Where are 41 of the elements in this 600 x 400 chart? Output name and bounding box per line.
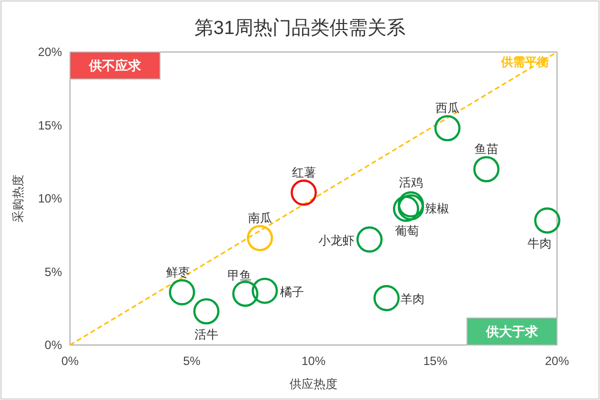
point	[193, 298, 220, 324]
series-label: 西瓜	[435, 101, 460, 116]
point	[434, 115, 461, 142]
series-label: 辣椒	[424, 201, 449, 216]
point	[473, 156, 500, 182]
point	[534, 207, 560, 234]
x-tick-label: 10%	[301, 354, 326, 368]
series-label: 橘子	[280, 284, 304, 299]
series-label: 活鸡	[398, 175, 423, 190]
series-label: 小龙虾	[318, 234, 355, 248]
x-axis-title: 供应热度	[290, 377, 338, 391]
point	[373, 285, 400, 312]
point	[232, 280, 258, 307]
y-tick-label: 10%	[38, 192, 62, 206]
series-label: 羊肉	[400, 292, 425, 306]
series-label: 鱼苗	[474, 142, 498, 156]
series-label: 红薯	[292, 166, 316, 180]
point	[168, 279, 196, 306]
x-tick-label: 0%	[61, 354, 79, 368]
y-axis-title: 采购热度	[11, 174, 25, 222]
y-tick-label: 15%	[38, 118, 62, 132]
series-label: 甲鱼	[227, 268, 252, 283]
point	[392, 196, 420, 222]
x-tick-label: 15%	[423, 354, 448, 368]
series-label: 牛肉	[527, 236, 552, 250]
chart-title: 第31周热门品类供需关系	[194, 17, 406, 39]
series-label: 葡萄	[395, 224, 420, 238]
point	[246, 224, 274, 252]
series-label: 南瓜	[248, 211, 272, 226]
annotation: 供大于求	[485, 324, 539, 339]
series-label: 活牛	[194, 327, 218, 342]
y-tick-label: 20%	[38, 45, 62, 59]
x-tick-label: 20%	[544, 354, 570, 368]
point	[252, 278, 278, 304]
annotation: 供不应求	[88, 58, 142, 73]
y-tick-label: 5%	[44, 264, 62, 279]
y-tick-label: 0%	[44, 338, 62, 352]
x-tick-label: 5%	[183, 354, 201, 368]
series-label: 鲜枣	[166, 265, 190, 280]
point	[356, 226, 383, 253]
point	[290, 180, 317, 206]
